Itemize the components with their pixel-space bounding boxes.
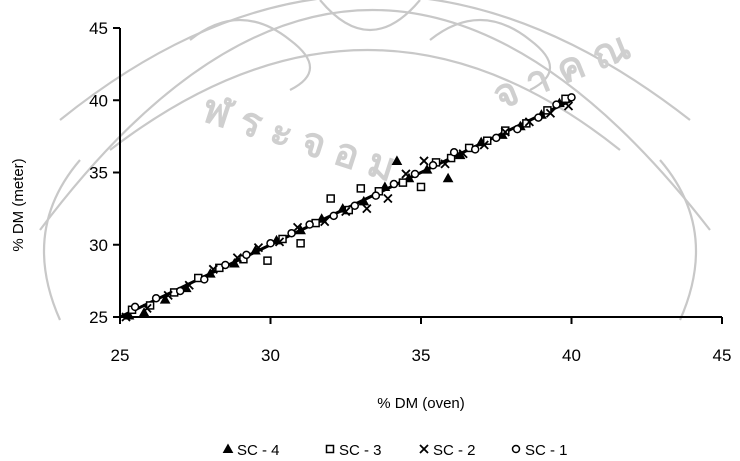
point-sc3 (482, 136, 492, 145)
point-sc2 (479, 140, 489, 150)
legend-item-sc4: SC - 4 (222, 442, 280, 459)
point-sc3 (398, 178, 408, 187)
point-sc1 (428, 161, 438, 170)
y-ticks (113, 27, 120, 318)
point-sc1 (470, 145, 480, 154)
point-sc1 (350, 201, 360, 210)
point-sc2 (253, 243, 264, 253)
point-sc4 (229, 258, 240, 268)
x-tick-label: 30 (261, 346, 280, 365)
legend-marker-sc3 (325, 444, 335, 454)
point-sc2 (274, 237, 285, 247)
legend-item-sc1: SC - 1 (511, 442, 568, 459)
point-sc1 (389, 179, 399, 189)
legend-label: SC - 1 (525, 442, 568, 459)
point-sc1 (242, 250, 251, 260)
point-sc3 (296, 239, 305, 248)
point-sc1 (305, 220, 314, 229)
point-sc3 (501, 126, 510, 135)
y-tick-label: 25 (89, 308, 108, 327)
legend-item-sc3: SC - 3 (325, 442, 382, 459)
y-tick-label: 45 (89, 19, 108, 38)
point-sc1 (175, 286, 185, 296)
point-sc2 (524, 117, 534, 127)
y-axis-label: % DM (meter) (10, 158, 27, 251)
point-sc1 (287, 228, 296, 238)
point-sc1 (567, 93, 576, 102)
data-points (121, 93, 576, 322)
point-sc4 (391, 155, 403, 165)
legend-marker-sc1 (511, 444, 521, 454)
point-sc1 (130, 302, 140, 312)
point-sc2 (419, 156, 429, 166)
y-tick-label: 30 (89, 236, 108, 255)
legend-marker-sc4 (222, 443, 234, 453)
x-axis-label: % DM (oven) (377, 395, 465, 412)
point-sc2 (563, 101, 574, 111)
point-sc3 (326, 194, 335, 203)
legend-label: SC - 2 (433, 442, 476, 459)
x-tick-label: 35 (412, 346, 431, 365)
point-sc3 (263, 256, 272, 265)
point-sc1 (410, 169, 420, 179)
point-sc2 (184, 280, 194, 290)
point-sc2 (401, 169, 411, 179)
point-sc3 (416, 182, 426, 192)
x-tick-label: 25 (111, 346, 130, 365)
point-sc2 (545, 108, 556, 118)
point-sc4 (442, 172, 454, 183)
legend-marker-sc2 (419, 444, 429, 454)
point-sc1 (371, 191, 381, 200)
point-sc3 (356, 184, 366, 193)
point-sc2 (341, 206, 351, 217)
point-sc1 (552, 100, 561, 109)
x-ticks (119, 317, 723, 324)
point-sc1 (200, 275, 209, 284)
y-tick-label: 35 (89, 164, 108, 183)
svg-text:ฬ ร ะ จ อ ม: ฬ ร ะ จ อ ม (197, 87, 401, 191)
point-sc2 (440, 159, 450, 169)
y-tick-labels: 25 30 35 40 45 (89, 19, 108, 327)
point-sc2 (292, 222, 303, 233)
point-sc2 (320, 216, 330, 227)
point-sc2 (500, 127, 510, 137)
point-sc1 (329, 211, 338, 221)
point-sc1 (513, 124, 522, 134)
point-sc2 (142, 303, 152, 313)
point-sc2 (383, 193, 393, 204)
legend-label: SC - 3 (339, 442, 382, 459)
point-sc2 (121, 312, 131, 322)
point-sc1 (221, 260, 230, 270)
y-tick-label: 40 (89, 91, 108, 110)
legend-label: SC - 4 (237, 442, 280, 459)
point-sc1 (449, 148, 459, 157)
point-sc2 (232, 253, 243, 263)
x-tick-label: 45 (713, 346, 732, 365)
point-sc1 (492, 133, 501, 143)
x-tick-labels: 25 30 35 40 45 (111, 346, 732, 365)
point-sc1 (534, 113, 543, 122)
point-sc4 (421, 164, 433, 174)
watermark-seal: ฬ ร ะ จ อ ม จ า ค ณ (39, 0, 711, 321)
point-sc2 (458, 149, 468, 159)
point-sc2 (163, 290, 173, 300)
legend-item-sc2: SC - 2 (419, 442, 476, 459)
point-sc2 (362, 203, 372, 214)
x-tick-label: 40 (562, 346, 581, 365)
point-sc1 (151, 293, 161, 303)
legend: SC - 4 SC - 3 SC - 2 SC - 1 (222, 442, 568, 459)
point-sc1 (266, 239, 275, 248)
point-sc2 (208, 264, 218, 274)
